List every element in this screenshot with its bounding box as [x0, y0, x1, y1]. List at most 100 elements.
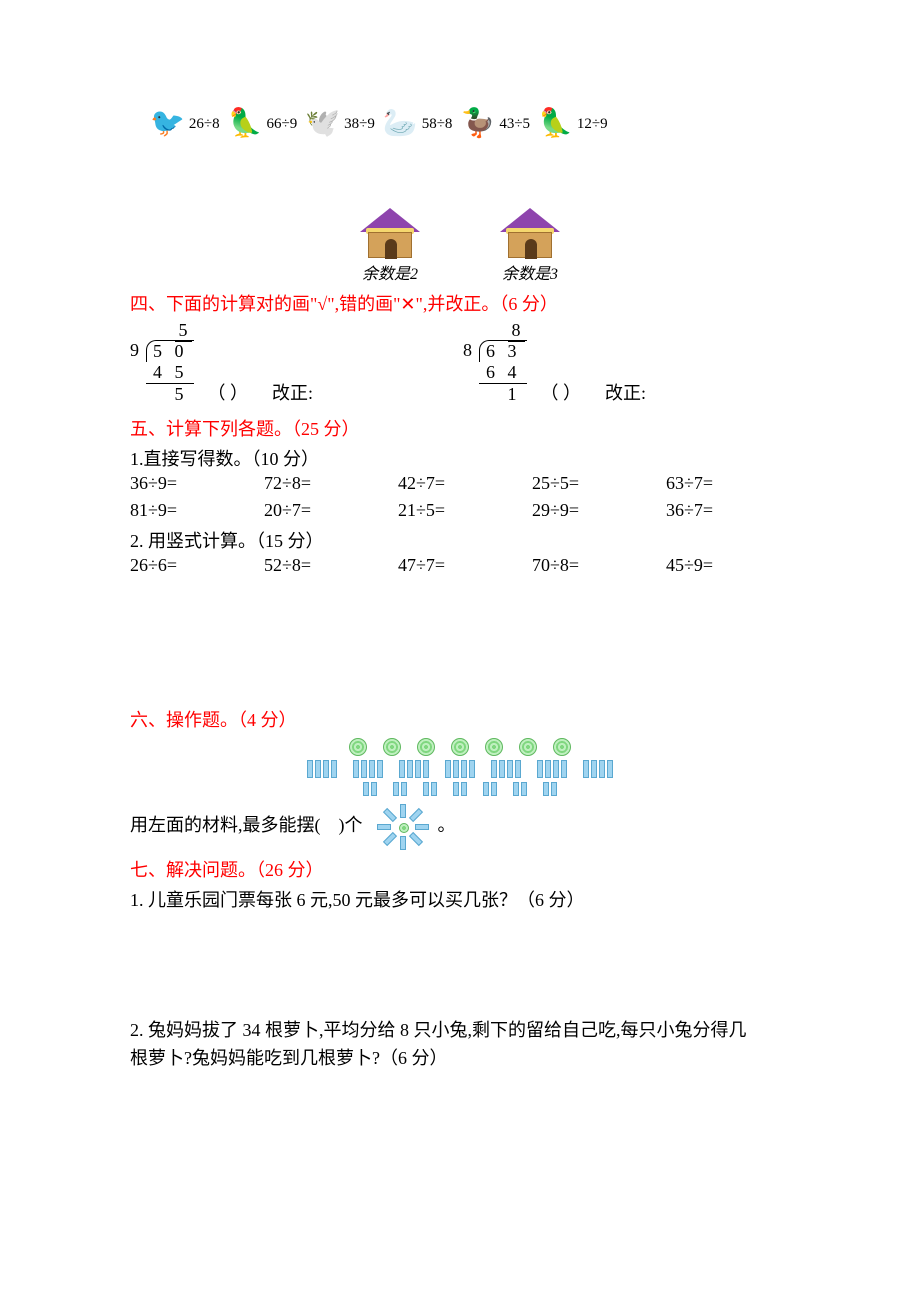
rect-icon: [363, 782, 369, 796]
circle-icon: [553, 738, 571, 756]
bird-icon: 🦆: [460, 110, 495, 138]
circle-icon: [485, 738, 503, 756]
rect-group: [445, 760, 475, 778]
step: 6 4: [479, 362, 527, 384]
rect-icon: [607, 760, 613, 778]
rect-icon: [491, 760, 497, 778]
rect-icon: [453, 760, 459, 778]
rect-group: [491, 760, 521, 778]
bird-icon: 🦢: [383, 110, 418, 138]
calc-item: 47÷7=: [398, 555, 522, 576]
rect-icon: [551, 782, 557, 796]
calc-item: 25÷5=: [532, 473, 656, 494]
bird-label: 12÷9: [577, 116, 608, 133]
rect-icon: [591, 760, 597, 778]
divisor: 8: [463, 340, 472, 361]
house-remainder-2: 余数是2: [360, 208, 420, 284]
house-label: 余数是2: [362, 260, 418, 284]
section-6-title: 六、操作题。（4 分）: [130, 706, 790, 732]
calc-item: 70÷8=: [532, 555, 656, 576]
section-5-title: 五、计算下列各题。（25 分）: [130, 415, 790, 441]
rect-icon: [393, 782, 399, 796]
house-remainder-3: 余数是3: [500, 208, 560, 284]
divisor: 9: [130, 340, 139, 361]
rect-group: [399, 760, 429, 778]
house-icon: [360, 208, 420, 258]
calc-item: 52÷8=: [264, 555, 388, 576]
calc-item: 26÷6=: [130, 555, 254, 576]
bird-icon: 🦜: [228, 110, 263, 138]
bird-label: 43÷5: [499, 116, 530, 133]
house-label: 余数是3: [502, 260, 558, 284]
bird-item: 🦜 66÷9: [228, 110, 298, 138]
quotient: 5: [175, 320, 192, 342]
bird-item: 🦢 58÷8: [383, 110, 453, 138]
calc-item: 29÷9=: [532, 500, 656, 521]
remainder: 1: [479, 384, 527, 405]
bird-item: 🦆 43÷5: [460, 110, 530, 138]
rect-icon: [513, 782, 519, 796]
rect-icon: [461, 760, 467, 778]
rect-icon: [599, 760, 605, 778]
calc-item: 36÷7=: [666, 500, 790, 521]
rect-icon: [315, 760, 321, 778]
rect-icon: [407, 760, 413, 778]
section-7-q2-line2: 根萝卜?兔妈妈能吃到几根萝卜?（6 分）: [130, 1044, 790, 1070]
rect-icon: [361, 760, 367, 778]
short-rects-row: [363, 782, 557, 796]
rect-icon: [453, 782, 459, 796]
rect-icon: [499, 760, 505, 778]
rect-icon: [323, 760, 329, 778]
rect-icon: [423, 760, 429, 778]
calc-item: 42÷7=: [398, 473, 522, 494]
rect-icon: [515, 760, 521, 778]
bird-label: 66÷9: [266, 116, 297, 133]
calc-item: 36÷9=: [130, 473, 254, 494]
section-5-sub1: 1.直接写得数。（10 分）: [130, 445, 790, 471]
rect-icon: [307, 760, 313, 778]
bird-item: 🦜 12÷9: [538, 110, 608, 138]
rect-icon: [469, 760, 475, 778]
rect-icon: [415, 760, 421, 778]
rect-group: [537, 760, 567, 778]
q-suffix: )个: [339, 815, 363, 835]
materials: [130, 738, 790, 796]
section-7-q1: 1. 儿童乐园门票每张 6 元,50 元最多可以买几张？（6 分）: [130, 886, 790, 912]
rect-group: [543, 782, 557, 796]
rect-icon: [431, 782, 437, 796]
calc-item: 63÷7=: [666, 473, 790, 494]
rect-icon: [561, 760, 567, 778]
rect-icon: [331, 760, 337, 778]
house-icon: [500, 208, 560, 258]
longdiv-problem-2: 8 8 6 3 6 4 1 （ ） 改正:: [463, 322, 646, 405]
circles-row: [349, 738, 571, 756]
bird-label: 58÷8: [422, 116, 453, 133]
rect-group: [423, 782, 437, 796]
calc-item: 20÷7=: [264, 500, 388, 521]
houses-row: 余数是2 余数是3: [130, 208, 790, 284]
bird-item: 🐦 26÷8: [150, 110, 220, 138]
calc-item: 45÷9=: [666, 555, 790, 576]
bird-icon: 🦜: [538, 110, 573, 138]
rect-group: [453, 782, 467, 796]
step: 4 5: [146, 362, 194, 384]
rect-group: [483, 782, 497, 796]
rect-group: [393, 782, 407, 796]
bird-icon: 🕊️: [305, 110, 340, 138]
calc-item: 72÷8=: [264, 473, 388, 494]
quotient: 8: [508, 320, 525, 342]
rect-icon: [399, 760, 405, 778]
rect-icon: [553, 760, 559, 778]
longdiv-row: 5 9 5 0 4 5 5 （ ） 改正: 8 8 6 3 6 4 1 （ ）: [130, 322, 790, 405]
q-prefix: 用左面的材料,最多能摆(: [130, 815, 321, 835]
rect-icon: [445, 760, 451, 778]
rect-group: [307, 760, 337, 778]
rect-icon: [353, 760, 359, 778]
q-end: 。: [438, 815, 456, 835]
rect-icon: [545, 760, 551, 778]
section-7-q2-line1: 2. 兔妈妈拔了 34 根萝卜,平均分给 8 只小兔,剩下的留给自己吃,每只小兔…: [130, 1016, 790, 1042]
longdiv-problem-1: 5 9 5 0 4 5 5 （ ） 改正:: [130, 322, 313, 405]
correction-label: 改正:: [605, 379, 646, 405]
bird-label: 38÷9: [344, 116, 375, 133]
rect-icon: [491, 782, 497, 796]
